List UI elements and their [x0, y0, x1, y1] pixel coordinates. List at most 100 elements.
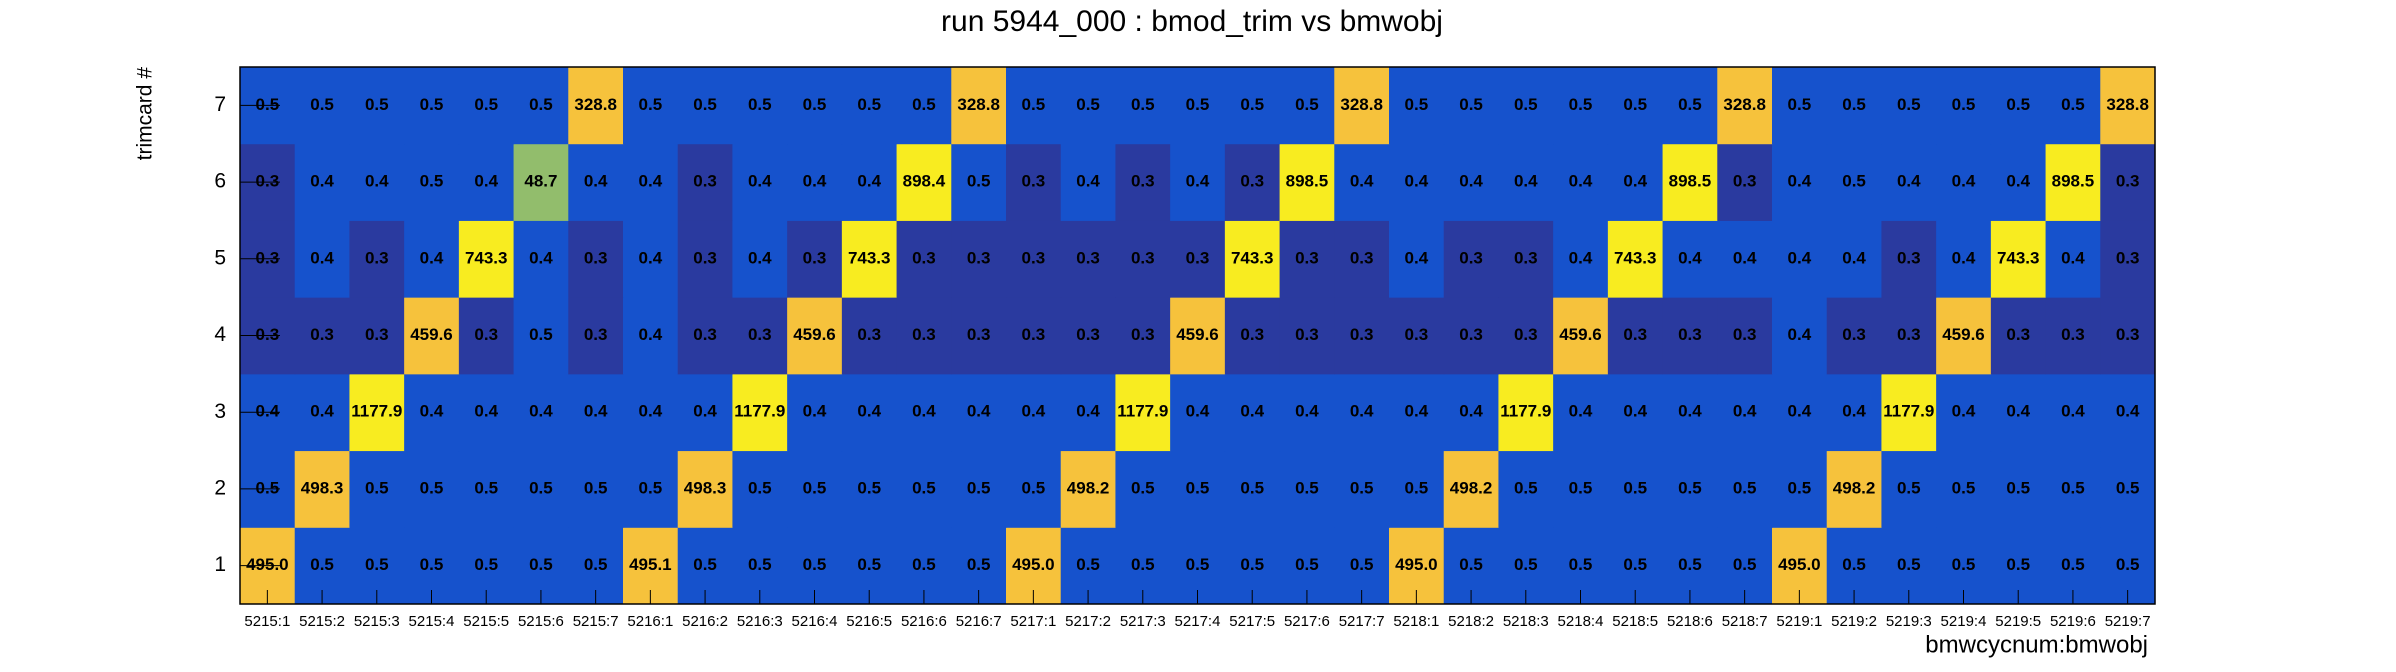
- cell: [1936, 297, 1992, 375]
- cell-label: 1177.9: [1500, 402, 1551, 421]
- x-tick-label: 5216:6: [901, 613, 947, 630]
- cell: [1224, 373, 1281, 452]
- cell-label: 0.4: [1788, 248, 1812, 267]
- y-tick-label: 5: [214, 246, 226, 269]
- cell-label: 0.3: [1240, 172, 1264, 191]
- cell: [513, 373, 569, 452]
- cell: [1115, 373, 1171, 452]
- x-tick-label: 5217:6: [1284, 613, 1330, 630]
- cell: [1990, 67, 2047, 145]
- cell-label: 0.3: [1678, 325, 1702, 344]
- cell-label: 0.5: [1240, 478, 1264, 497]
- x-tick-label: 5215:4: [409, 613, 455, 630]
- cell: [1717, 373, 1773, 452]
- cell-label: 0.5: [1897, 95, 1921, 114]
- cell-label: 0.5: [529, 478, 553, 497]
- cell-label: 0.3: [1022, 325, 1046, 344]
- cell-label: 0.3: [1240, 325, 1264, 344]
- cell: [787, 373, 843, 452]
- cell: [2100, 450, 2156, 528]
- cell-label: 0.3: [1514, 248, 1538, 267]
- cell: [404, 143, 460, 221]
- cell-label: 898.5: [2052, 172, 2095, 191]
- cell-label: 0.5: [1514, 95, 1538, 114]
- cell: [1826, 143, 1882, 221]
- cell-label: 0.5: [1897, 478, 1921, 497]
- cell: [1170, 143, 1226, 221]
- cell: [623, 373, 679, 452]
- cell-label: 0.4: [365, 172, 389, 191]
- cell-label: 0.4: [912, 402, 936, 421]
- cell-label: 0.3: [912, 325, 936, 344]
- cell: [1115, 450, 1171, 528]
- cell: [1553, 450, 1609, 528]
- x-tick-label: 5218:3: [1503, 613, 1549, 630]
- x-tick-label: 5217:1: [1010, 613, 1056, 630]
- cell-label: 0.4: [584, 402, 608, 421]
- cell-label: 0.3: [365, 248, 389, 267]
- cell-label: 0.4: [2116, 402, 2140, 421]
- y-tick-label: 3: [214, 400, 226, 423]
- cell: [1224, 450, 1281, 528]
- cell-label: 0.5: [256, 478, 280, 497]
- cell-label: 0.5: [474, 95, 498, 114]
- cell: [732, 143, 788, 221]
- cell-label: 0.3: [1076, 325, 1100, 344]
- cell-label: 0.5: [1350, 555, 1374, 574]
- cell: [1881, 297, 1937, 375]
- cell-label: 743.3: [848, 248, 891, 267]
- cell: [1115, 220, 1171, 298]
- cell-label: 0.5: [857, 555, 881, 574]
- x-tick-label: 5219:4: [1941, 613, 1987, 630]
- cell: [1279, 450, 1335, 528]
- cell: [1498, 450, 1554, 528]
- cell: [513, 67, 569, 145]
- cell: [404, 297, 460, 375]
- cell: [1772, 297, 1828, 375]
- cell: [349, 297, 405, 375]
- cell-label: 0.5: [857, 95, 881, 114]
- cell-label: 0.5: [1131, 95, 1155, 114]
- cell-label: 328.8: [2106, 95, 2149, 114]
- cell-label: 0.3: [1295, 248, 1319, 267]
- cell-label: 0.3: [2116, 325, 2140, 344]
- cell: [1060, 143, 1116, 221]
- cell-label: 0.4: [1295, 402, 1319, 421]
- cell: [1443, 450, 1499, 528]
- cell: [896, 143, 952, 221]
- cell-label: 0.4: [1569, 248, 1593, 267]
- cell: [349, 373, 405, 452]
- cell-label: 0.3: [1405, 325, 1429, 344]
- cell-label: 0.4: [1788, 172, 1812, 191]
- cell-label: 0.5: [1186, 555, 1210, 574]
- cell: [1607, 67, 1664, 145]
- cell-label: 0.5: [1131, 555, 1155, 574]
- cell: [1389, 67, 1445, 145]
- cell-label: 0.4: [1623, 402, 1647, 421]
- cell-label: 0.5: [1623, 555, 1647, 574]
- cell: [1006, 450, 1062, 528]
- cell-label: 0.5: [420, 95, 444, 114]
- cell-label: 0.3: [1022, 172, 1046, 191]
- cell-label: 495.1: [629, 555, 672, 574]
- cell: [1772, 67, 1828, 145]
- cell-label: 0.5: [1405, 95, 1429, 114]
- cell-label: 0.3: [474, 325, 498, 344]
- cell: [2045, 297, 2101, 375]
- cell-label: 0.5: [1842, 172, 1866, 191]
- cell-label: 0.3: [1623, 325, 1647, 344]
- cell: [1115, 297, 1171, 375]
- cell-label: 0.5: [2116, 555, 2140, 574]
- cell: [1224, 220, 1281, 298]
- cell-label: 0.4: [693, 402, 717, 421]
- y-axis-title: trimcard #: [134, 67, 157, 161]
- cell-label: 328.8: [1340, 95, 1383, 114]
- cell: [2045, 220, 2101, 298]
- cell: [1389, 143, 1445, 221]
- cell-label: 495.0: [1778, 555, 1821, 574]
- cell-label: 0.5: [1131, 478, 1155, 497]
- cell: [568, 67, 624, 145]
- x-tick-label: 5219:7: [2105, 613, 2151, 630]
- cell: [1170, 67, 1226, 145]
